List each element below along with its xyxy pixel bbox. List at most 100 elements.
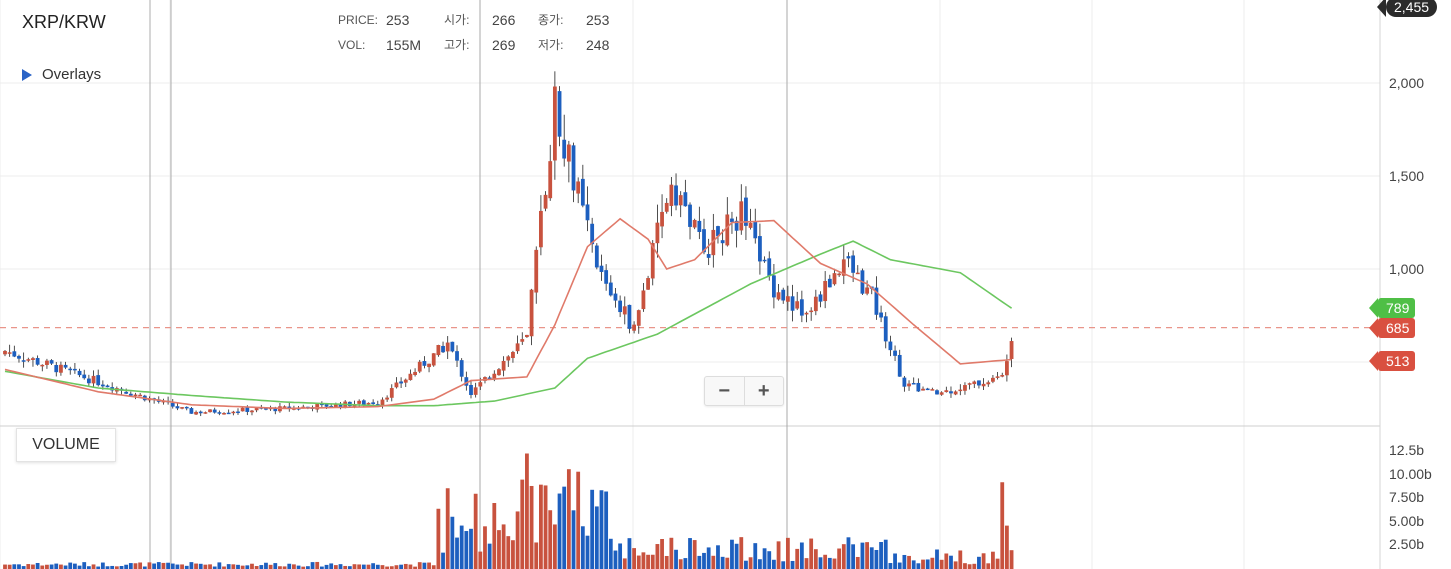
overlays-toggle[interactable]: Overlays <box>22 66 101 83</box>
candle-body <box>785 296 790 302</box>
volume-bar <box>879 542 883 569</box>
candle-body <box>580 178 585 206</box>
candle-body <box>194 411 198 415</box>
volume-bar <box>399 564 403 569</box>
candle-body <box>762 259 767 262</box>
candle-body <box>21 360 26 362</box>
candle-body <box>730 218 734 223</box>
volume-bar <box>54 563 59 569</box>
candle-body <box>375 404 380 406</box>
volume-bar <box>893 553 897 569</box>
volume-bar <box>566 469 571 569</box>
volume-bar <box>96 566 101 569</box>
candle-body <box>357 400 362 404</box>
candle-body <box>897 354 902 377</box>
volume-bar <box>674 549 678 569</box>
volume-bar <box>459 525 464 569</box>
volume-bar <box>487 543 492 569</box>
candle-body <box>264 408 268 410</box>
volume-bar <box>175 564 180 569</box>
candle-body <box>469 384 473 395</box>
candle-body <box>31 358 35 360</box>
candle-body <box>566 144 571 162</box>
volume-bar <box>958 550 963 569</box>
candle-body <box>49 360 54 364</box>
candle-body <box>68 368 73 371</box>
volume-bar <box>319 566 324 569</box>
volume-bar <box>846 537 851 569</box>
volume-bar <box>306 566 310 569</box>
candle-body <box>837 273 842 276</box>
candle-body <box>981 383 986 387</box>
zoom-out-button[interactable]: − <box>705 377 745 405</box>
volume-bar <box>744 560 748 569</box>
volume-bar <box>366 564 371 569</box>
candle-body <box>464 377 469 386</box>
candle-body <box>688 204 692 227</box>
volume-bar <box>483 526 487 569</box>
candle-body <box>198 411 203 414</box>
candle-body <box>338 404 343 408</box>
candle-body <box>77 370 82 376</box>
candle-body <box>646 278 650 290</box>
candle-body <box>925 388 930 391</box>
candle-body <box>772 275 776 298</box>
volume-bar <box>245 565 250 569</box>
candle-body <box>627 304 632 329</box>
candle-body <box>893 350 897 356</box>
candle-body <box>427 363 431 368</box>
low-value: 248 <box>586 37 610 53</box>
candle-body <box>585 204 590 221</box>
volume-bar <box>184 565 189 569</box>
volume-bar <box>26 564 31 569</box>
candle-body <box>678 195 683 206</box>
candle-body <box>63 364 68 368</box>
candle-body <box>250 410 254 413</box>
candle-body <box>417 361 422 372</box>
volume-bar <box>525 453 529 569</box>
candle-body <box>329 405 334 408</box>
volume-bar <box>333 565 338 569</box>
volume-bar <box>981 553 986 569</box>
zoom-in-button[interactable]: + <box>757 380 770 402</box>
volume-bar <box>231 564 236 569</box>
triangle-right-icon <box>22 68 32 81</box>
candle-body <box>963 385 967 391</box>
candle-body <box>953 391 958 395</box>
volume-bar <box>748 557 753 569</box>
volume-bar <box>296 565 301 569</box>
candle-body <box>674 185 678 206</box>
candle-body <box>91 375 96 384</box>
candle-body <box>958 389 963 392</box>
volume-bar <box>1000 482 1005 569</box>
volume-bar <box>963 563 967 569</box>
candle-body <box>282 406 287 408</box>
volume-bar <box>506 536 511 569</box>
volume-bar <box>991 551 995 569</box>
volume-bar <box>501 524 506 569</box>
volume-bar <box>730 539 734 569</box>
volume-bar <box>464 531 469 569</box>
candle-body <box>431 353 436 366</box>
volume-bar <box>776 541 781 569</box>
candle-body <box>361 400 366 405</box>
volume-bar <box>869 547 874 569</box>
volume-bar <box>949 555 953 569</box>
volume-bar <box>268 564 273 569</box>
candle-body <box>930 389 935 391</box>
volume-bar <box>967 564 972 569</box>
candle-body <box>613 293 618 301</box>
volume-bar <box>632 548 636 569</box>
volume-bar <box>431 565 436 569</box>
candle-body <box>180 407 184 409</box>
volume-bar <box>138 562 143 569</box>
candle-body <box>977 380 981 386</box>
volume-bar <box>902 554 907 569</box>
volume-bar <box>273 563 278 569</box>
volume-bar <box>203 564 208 569</box>
volume-indicator-button[interactable]: VOLUME <box>16 428 116 462</box>
volume-bar <box>343 565 348 569</box>
volume-bar <box>105 566 110 569</box>
candle-body <box>1009 341 1014 359</box>
volume-bar <box>352 564 357 569</box>
